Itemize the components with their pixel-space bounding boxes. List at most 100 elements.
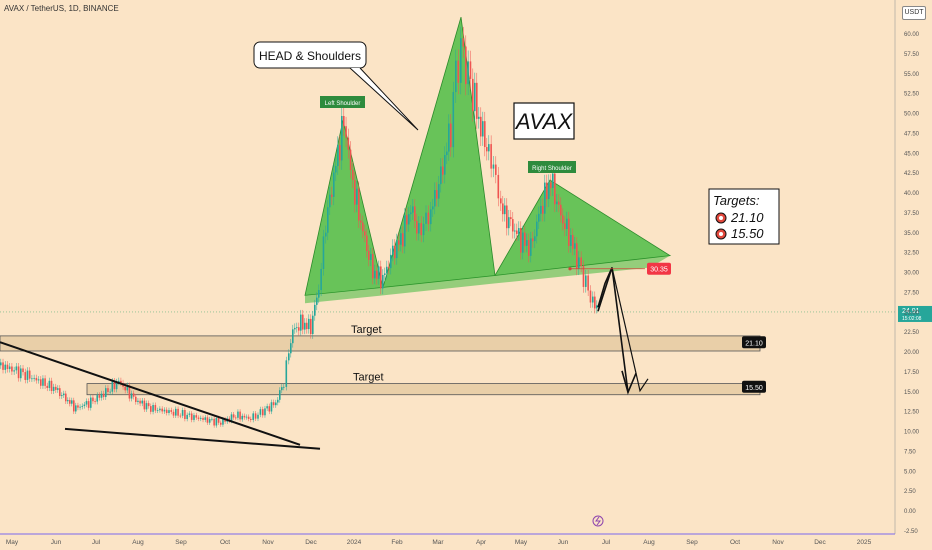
candle <box>24 372 27 380</box>
candle <box>467 61 469 85</box>
candle <box>374 270 376 279</box>
candle <box>488 144 490 152</box>
candle <box>92 397 94 402</box>
candle <box>250 418 252 421</box>
current-price-tag <box>898 305 932 322</box>
candle <box>147 403 150 407</box>
candle <box>444 155 446 175</box>
candle <box>59 388 61 397</box>
candle <box>480 116 482 137</box>
candle <box>457 60 460 83</box>
candle <box>163 409 166 412</box>
candle <box>352 170 354 181</box>
y-tick-label: 32.50 <box>904 251 920 257</box>
wedge-lower-line <box>64 427 321 450</box>
candle <box>398 240 400 245</box>
candle <box>392 245 394 255</box>
candle <box>497 174 500 199</box>
candle <box>425 212 427 224</box>
candle <box>35 377 38 381</box>
right-shoulder-label: Right Shoulder <box>532 166 572 172</box>
targets-title: Targets: <box>713 193 760 208</box>
candle <box>343 116 345 127</box>
candle <box>281 387 283 391</box>
candle <box>596 305 598 309</box>
candle <box>141 400 144 404</box>
y-tick-label: 12.50 <box>904 410 920 416</box>
candle <box>6 364 9 369</box>
candle <box>556 201 558 205</box>
candle <box>512 219 514 232</box>
candle <box>296 327 298 329</box>
x-tick-label: Jun <box>558 539 569 546</box>
candle <box>100 393 103 398</box>
candle <box>520 228 522 253</box>
candle <box>102 393 105 398</box>
y-tick-label: 0.00 <box>904 509 916 515</box>
candle <box>79 406 81 408</box>
y-tick-label: -2.50 <box>904 529 918 535</box>
candle <box>188 413 191 415</box>
candle <box>42 378 44 386</box>
lightning-icon[interactable] <box>592 515 604 527</box>
candle <box>50 380 53 391</box>
candle <box>235 417 237 419</box>
candle <box>197 417 200 419</box>
candle <box>320 268 322 291</box>
candle <box>8 366 11 369</box>
y-tick-label: 7.50 <box>904 449 916 455</box>
y-tick-label: 10.00 <box>904 430 920 436</box>
candle <box>347 137 350 150</box>
candle <box>152 405 154 412</box>
candle <box>532 238 534 242</box>
candle <box>594 296 596 309</box>
candle <box>270 402 273 412</box>
candle <box>177 408 179 416</box>
candle <box>128 385 131 399</box>
target-icon-inner <box>719 216 723 220</box>
candle <box>384 273 386 275</box>
candle <box>94 401 96 403</box>
projection-arrowhead <box>621 370 637 395</box>
x-tick-label: Feb <box>391 539 403 546</box>
candle <box>482 121 484 137</box>
candle <box>562 215 564 224</box>
candle <box>472 78 474 112</box>
candle <box>460 38 462 83</box>
target-price-text-1: 21.10 <box>745 340 763 347</box>
currency-label[interactable]: USDT <box>902 6 926 20</box>
candle <box>156 410 159 411</box>
candle <box>448 123 450 152</box>
candle <box>115 381 118 390</box>
candle <box>341 116 343 161</box>
candle <box>283 386 285 388</box>
candle <box>455 60 457 93</box>
candle <box>446 151 448 156</box>
candle <box>358 188 360 221</box>
pattern-head <box>382 16 496 288</box>
candle <box>380 266 382 289</box>
y-tick-label: 30.00 <box>904 271 920 277</box>
left-shoulder-badge <box>320 96 365 108</box>
candle <box>96 395 99 402</box>
avax-label: AVAX <box>514 109 574 134</box>
candle <box>420 223 422 236</box>
y-tick-label: 55.00 <box>904 72 920 78</box>
candle <box>510 217 512 220</box>
x-tick-label: Dec <box>305 539 317 546</box>
candle <box>582 266 585 287</box>
x-tick-label: May <box>6 539 19 546</box>
candle <box>170 410 173 412</box>
candle <box>333 172 335 197</box>
neckline-price-tag <box>647 262 671 275</box>
candle <box>285 360 288 387</box>
candle <box>193 415 195 420</box>
candle <box>452 92 455 148</box>
candle <box>536 221 538 237</box>
candle <box>252 413 254 421</box>
y-tick-label: 15.00 <box>904 390 920 396</box>
target-icon-inner <box>719 232 723 236</box>
y-tick-label: 37.50 <box>904 211 920 217</box>
candle <box>528 240 530 256</box>
